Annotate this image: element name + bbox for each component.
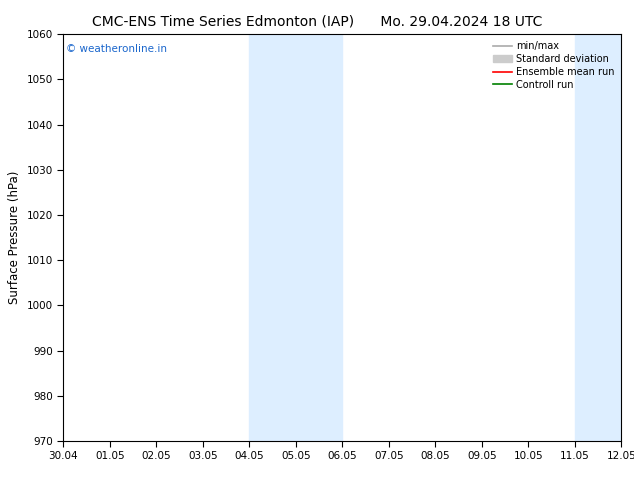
Text: CMC-ENS Time Series Edmonton (IAP)      Mo. 29.04.2024 18 UTC: CMC-ENS Time Series Edmonton (IAP) Mo. 2… bbox=[92, 15, 542, 29]
Bar bbox=[296, 34, 342, 441]
Legend: min/max, Standard deviation, Ensemble mean run, Controll run: min/max, Standard deviation, Ensemble me… bbox=[491, 39, 616, 92]
Y-axis label: Surface Pressure (hPa): Surface Pressure (hPa) bbox=[8, 171, 21, 304]
Bar bbox=[575, 34, 621, 441]
Bar bbox=[249, 34, 296, 441]
Text: © weatheronline.in: © weatheronline.in bbox=[66, 45, 167, 54]
